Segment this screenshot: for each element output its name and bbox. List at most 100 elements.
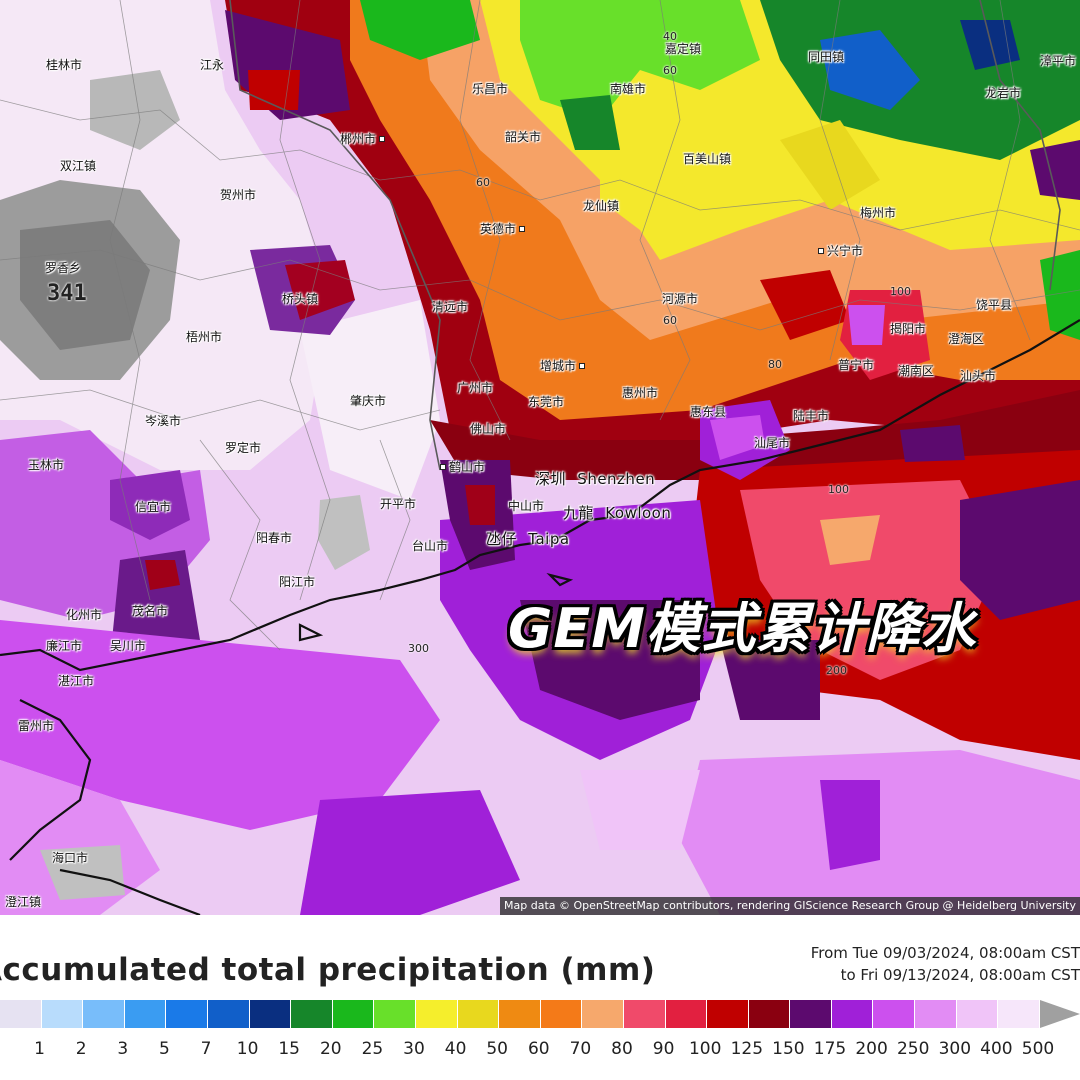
colorbar-swatch — [457, 1000, 500, 1028]
colorbar-tick-label: 500 — [1021, 1039, 1055, 1059]
period-from: From Tue 09/03/2024, 08:00am CST — [810, 944, 1080, 962]
colorbar-tick-label: 70 — [569, 1039, 592, 1059]
city-label: 九龍 Kowloon — [563, 503, 672, 523]
precipitation-map[interactable]: 桂林市 江永 郴州市 嘉定镇 同田镇 漳平市 乐昌市 南雄市 龙岩市 双江镇 韶… — [0, 0, 1080, 915]
city-label: 龙岩市 — [985, 86, 1022, 100]
colorbar-ticks: 1 2 3 5 7 10 15 20 25 30 40 50 60 70 80 90 100 125 150 175 2… — [0, 1039, 1080, 1063]
colorbar-swatch — [124, 1000, 167, 1028]
colorbar-swatch — [873, 1000, 916, 1028]
city-label: 兴宁市 — [818, 242, 863, 259]
colorbar-swatch — [415, 1000, 458, 1028]
city-label: 中山市 — [508, 499, 545, 513]
colorbar-swatch — [499, 1000, 541, 1028]
contour-label: 80 — [768, 358, 782, 371]
city-label: 汕头市 — [960, 369, 997, 383]
city-label: 佛山市 — [470, 422, 507, 436]
contour-label: 60 — [663, 64, 677, 77]
colorbar-tick-label: 1 — [34, 1039, 46, 1059]
city-label: 饶平县 — [976, 298, 1013, 312]
city-label: 漳平市 — [1040, 54, 1077, 68]
legend-panel: Accumulated total precipitation (mm) Fro… — [0, 915, 1080, 1080]
colorbar-tick-label: 250 — [896, 1039, 930, 1059]
colorbar-tick-label: 3 — [117, 1039, 129, 1059]
city-label: 惠州市 — [622, 386, 659, 400]
city-label: 桂林市 — [46, 58, 83, 72]
colorbar-swatch — [998, 1000, 1040, 1028]
city-label: 氹仔 Taipa — [486, 529, 570, 549]
city-label: 英德市 — [480, 220, 526, 237]
city-label: 阳江市 — [279, 575, 316, 589]
city-label: 陆丰市 — [793, 409, 830, 423]
colorbar-tick-label: 150 — [772, 1039, 805, 1059]
colorbar-swatch — [291, 1000, 333, 1028]
city-label: 肇庆市 — [350, 394, 387, 408]
colorbar-tick-label: 5 — [158, 1039, 170, 1059]
city-label: 郴州市 — [340, 130, 386, 147]
colorbar-swatch — [332, 1000, 375, 1028]
city-label: 韶关市 — [505, 130, 542, 144]
city-label: 海口市 — [52, 851, 89, 865]
city-marker-icon — [818, 247, 824, 254]
colorbar-swatch — [0, 1000, 42, 1028]
overlay-title: GEM模式累计降水 — [508, 597, 976, 660]
contour-label: 60 — [476, 176, 490, 189]
colorbar-tick-label: 400 — [980, 1039, 1013, 1059]
legend-title: Accumulated total precipitation (mm) — [0, 952, 656, 988]
city-label: 揭阳市 — [890, 322, 927, 336]
city-label: 玉林市 — [28, 458, 65, 472]
contour-label: 100 — [828, 483, 849, 496]
city-label: 化州市 — [66, 608, 103, 622]
city-label: 湛江市 — [58, 674, 95, 688]
colorbar-swatch — [831, 1000, 874, 1028]
colorbar-tick-label: 10 — [236, 1039, 259, 1059]
city-label: 岑溪市 — [145, 414, 182, 428]
period-to: to Fri 09/13/2024, 08:00am CST — [840, 966, 1080, 984]
city-label: 信宜市 — [135, 500, 172, 514]
colorbar-swatch — [623, 1000, 666, 1028]
city-label: 梧州市 — [186, 330, 223, 344]
city-label: 阳春市 — [256, 531, 293, 545]
city-label: 潮南区 — [898, 364, 935, 378]
colorbar-swatch — [166, 1000, 208, 1028]
city-label: 开平市 — [380, 497, 417, 511]
city-label: 南雄市 — [610, 82, 647, 96]
city-label: 乐昌市 — [472, 82, 509, 96]
city-label: 嘉定镇 — [665, 42, 702, 56]
city-label: 澄海区 — [948, 332, 985, 346]
city-label: 普宁市 — [838, 358, 875, 372]
colorbar-tick-label: 80 — [611, 1039, 633, 1059]
city-label: 深圳 Shenzhen — [535, 469, 656, 489]
city-label: 广州市 — [457, 381, 494, 395]
city-label: 龙仙镇 — [583, 199, 620, 213]
city-marker-icon — [379, 135, 386, 142]
city-label: 雷州市 — [18, 719, 55, 733]
city-label: 罗香乡 — [45, 261, 82, 275]
max-value-marker: 341 — [47, 281, 87, 306]
city-label: 汕尾市 — [754, 436, 791, 450]
colorbar-swatch — [249, 1000, 292, 1028]
colorbar-tick-label: 125 — [730, 1039, 764, 1059]
colorbar-swatch — [582, 1000, 624, 1028]
city-label: 澄江镇 — [5, 895, 42, 909]
contour-label: 60 — [663, 314, 677, 327]
colorbar-arrow-icon — [1040, 1000, 1080, 1028]
colorbar-swatch — [707, 1000, 749, 1028]
city-label: 惠东县 — [690, 405, 727, 419]
colorbar-swatch — [915, 1000, 957, 1028]
city-label: 双江镇 — [60, 159, 97, 173]
colorbar-tick-label: 175 — [813, 1039, 847, 1059]
contour-label: 200 — [826, 664, 847, 677]
colorbar-tick-label: 40 — [444, 1039, 467, 1059]
colorbar-swatch — [665, 1000, 708, 1028]
city-label: 廉江市 — [46, 639, 83, 653]
city-marker-icon — [579, 362, 586, 369]
city-label: 桥头镇 — [282, 292, 319, 306]
city-label: 清远市 — [432, 300, 469, 314]
city-label: 河源市 — [662, 292, 699, 306]
colorbar-swatch — [41, 1000, 84, 1028]
city-label: 茂名市 — [132, 604, 169, 618]
colorbar — [0, 1000, 1040, 1028]
colorbar-tick-label: 60 — [527, 1039, 550, 1059]
colorbar-swatch — [540, 1000, 583, 1028]
city-label: 台山市 — [412, 539, 449, 553]
